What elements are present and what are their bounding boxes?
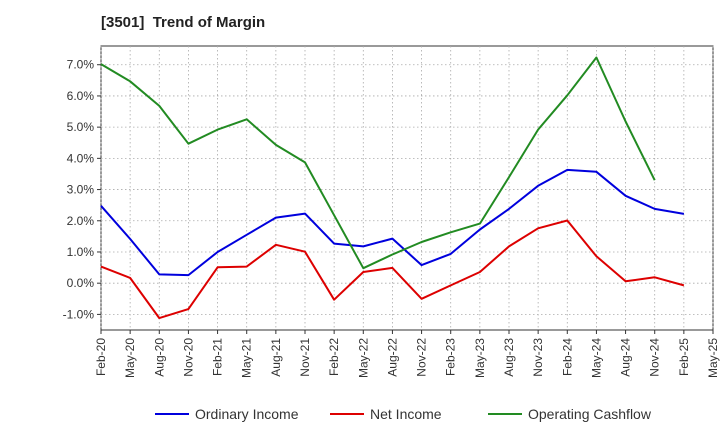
x-tick-label: May-20 xyxy=(123,338,137,378)
series-line-net-income xyxy=(100,219,685,320)
x-tick-label: Feb-25 xyxy=(677,338,691,376)
legend-label-ordinary-income: Ordinary Income xyxy=(195,406,299,422)
y-tick-label: 1.0% xyxy=(67,245,95,259)
y-tick-label: -1.0% xyxy=(63,307,95,321)
x-tick-label: Aug-20 xyxy=(152,338,166,377)
y-tick-label: 2.0% xyxy=(67,214,95,228)
x-tick-label: Feb-22 xyxy=(327,338,341,376)
x-tick-label: Feb-20 xyxy=(94,338,108,376)
y-tick-label: 3.0% xyxy=(67,183,95,197)
x-tick-label: Feb-24 xyxy=(560,338,574,376)
y-tick-label: 6.0% xyxy=(67,89,95,103)
x-tick-label: Aug-22 xyxy=(385,338,399,377)
x-tick-label: Nov-24 xyxy=(648,338,662,377)
x-tick-label: Nov-20 xyxy=(181,338,195,377)
x-tick-label: Nov-23 xyxy=(531,338,545,377)
series-line-ordinary-income xyxy=(100,168,685,277)
legend-label-net-income: Net Income xyxy=(370,406,442,422)
x-tick-label: May-22 xyxy=(356,338,370,378)
y-tick-label: 4.0% xyxy=(67,151,95,165)
y-tick-label: 0.0% xyxy=(67,276,95,290)
series-line-operating-cashflow xyxy=(100,56,656,270)
legend: Ordinary Income Net Income Operating Cashf… xyxy=(155,406,652,422)
x-tick-label: Nov-21 xyxy=(298,338,312,377)
legend-label-operating-cashflow: Operating Cashflow xyxy=(528,406,652,422)
chart-title: [3501] Trend of Margin xyxy=(101,14,266,31)
x-tick-label: Aug-23 xyxy=(502,338,516,377)
y-tick-label: 5.0% xyxy=(67,120,95,134)
x-tick-label: Feb-21 xyxy=(211,338,225,376)
x-tick-label: Nov-22 xyxy=(415,338,429,377)
x-tick-label: Feb-23 xyxy=(444,338,458,376)
x-tick-label: May-23 xyxy=(473,338,487,378)
plot-area xyxy=(100,45,714,331)
x-tick-label: May-21 xyxy=(240,338,254,378)
x-tick-label: Aug-21 xyxy=(269,338,283,377)
x-tick-label: Aug-24 xyxy=(619,338,633,377)
x-tick-label: May-24 xyxy=(589,338,603,378)
y-tick-label: 7.0% xyxy=(67,58,95,72)
x-tick-label: May-25 xyxy=(706,338,720,378)
